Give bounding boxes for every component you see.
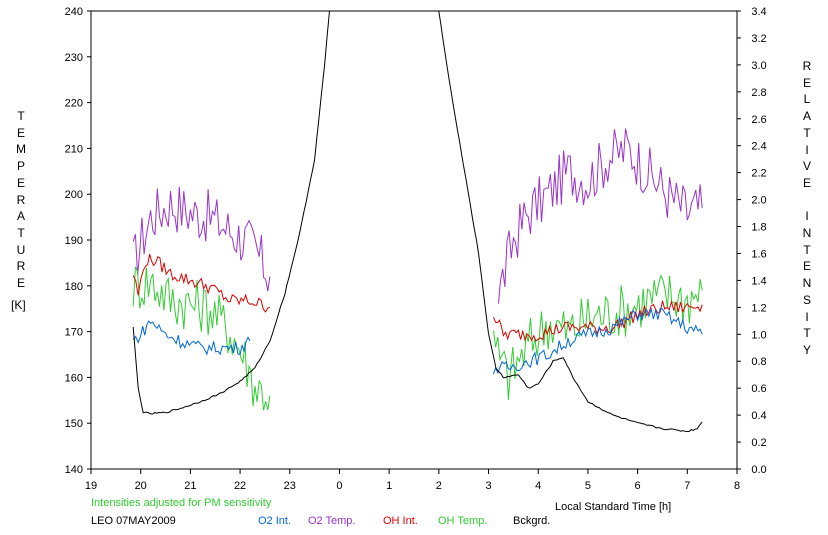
y-right-tick-label: 2.6 — [751, 114, 766, 126]
axis-letter: T — [803, 125, 811, 140]
axis-letter: V — [802, 159, 811, 174]
axis-letter: A — [16, 209, 25, 224]
y-left-tick-label: 160 — [65, 372, 83, 384]
axis-letter — [797, 192, 817, 209]
series-line-o2-int--1 — [493, 307, 703, 375]
series-line-oh-temp--1 — [493, 274, 703, 400]
legend-o2-temp: O2 Temp. — [308, 515, 356, 527]
axis-layer: 1401501601701801902002102202302400.00.20… — [65, 6, 767, 492]
x-axis-label: Local Standard Time [h] — [555, 501, 672, 513]
station-date: LEO 07MAY2009 — [91, 515, 176, 527]
y-left-tick-label: 190 — [65, 235, 83, 247]
x-tick-label: 20 — [135, 480, 147, 492]
y-right-tick-label: 1.8 — [751, 222, 766, 234]
series-line-oh-int--0 — [132, 253, 271, 313]
axis-letter: P — [16, 159, 25, 174]
y-right-tick-label: 0.4 — [751, 410, 766, 422]
axis-letter: N — [802, 276, 812, 291]
y-left-tick-label: 170 — [65, 327, 83, 339]
y-right-tick-label: 0.8 — [751, 356, 766, 368]
y-right-tick-label: 0.0 — [751, 464, 766, 476]
y-left-tick-label: 210 — [65, 143, 83, 155]
legend-o2-int: O2 Int. — [258, 515, 292, 527]
axis-letter: R — [802, 59, 812, 73]
y-left-tick-label: 140 — [65, 464, 83, 476]
y-left-tick-label: 240 — [65, 6, 83, 18]
series-line-o2-temp--1 — [498, 128, 703, 304]
sensitivity-note: Intensities adjusted for PM sensitivity — [91, 497, 272, 509]
y-left-tick-label: 230 — [65, 52, 83, 64]
series-line-o2-temp--0 — [132, 186, 271, 292]
series-line-bckgrd--1 — [438, 11, 703, 433]
axis-letter: T — [17, 109, 25, 123]
x-tick-label: 6 — [635, 480, 641, 492]
x-tick-label: 3 — [485, 480, 491, 492]
y-right-tick-label: 2.0 — [751, 195, 766, 207]
x-tick-label: 23 — [284, 480, 296, 492]
series-line-o2-int--0 — [132, 320, 251, 356]
axis-letter: L — [803, 92, 811, 107]
series-layer — [132, 11, 703, 433]
y-right-tick-label: 0.2 — [751, 437, 766, 449]
axis-letter: E — [802, 259, 811, 274]
axis-letter: E — [802, 175, 811, 190]
series-line-oh-temp--0 — [132, 266, 271, 411]
y-right-tick-label: 1.0 — [751, 329, 766, 341]
x-tick-label: 5 — [585, 480, 591, 492]
axis-letter: E — [16, 125, 25, 140]
axis-letter: T — [803, 242, 811, 257]
legend-oh-int: OH Int. — [383, 515, 418, 527]
axis-letter: N — [802, 226, 812, 241]
legend-oh-temp: OH Temp. — [438, 515, 488, 527]
y-right-tick-label: 2.4 — [751, 141, 766, 153]
x-tick-label: 1 — [386, 480, 392, 492]
y-right-tick-label: 3.4 — [751, 6, 766, 18]
x-tick-label: 21 — [184, 480, 196, 492]
axis-letter: S — [802, 292, 811, 307]
axis-letter: E — [16, 276, 25, 291]
axis-letter: T — [803, 326, 811, 341]
axis-letter: E — [802, 75, 811, 90]
x-tick-label: 7 — [684, 480, 690, 492]
y-right-tick-label: 3.2 — [751, 33, 766, 45]
x-tick-label: 2 — [436, 480, 442, 492]
axis-letter: Y — [802, 342, 811, 357]
x-tick-label: 0 — [336, 480, 342, 492]
legend-bckgrd: Bckgrd. — [513, 515, 551, 527]
y-right-tick-label: 0.6 — [751, 383, 766, 395]
y-left-tick-label: 150 — [65, 418, 83, 430]
y-right-tick-label: 1.2 — [751, 302, 766, 314]
x-tick-label: 19 — [85, 480, 97, 492]
y-right-tick-label: 1.4 — [751, 275, 766, 287]
y-right-tick-label: 3.0 — [751, 60, 766, 72]
axis-letter: R — [16, 259, 26, 274]
axis-letter: E — [16, 175, 25, 190]
axis-letter: T — [17, 225, 25, 240]
x-tick-label: 22 — [234, 480, 246, 492]
axis-letter: U — [16, 242, 26, 257]
axis-letter: I — [805, 309, 809, 324]
x-tick-label: 8 — [734, 480, 740, 492]
y-right-tick-label: 1.6 — [751, 248, 766, 260]
axis-letter: I — [805, 209, 809, 224]
y-right-tick-label: 2.8 — [751, 87, 766, 99]
axis-letter: I — [805, 142, 809, 157]
x-tick-label: 4 — [535, 480, 541, 492]
axis-letter: A — [802, 109, 811, 124]
axis-letter: R — [16, 192, 26, 207]
axis-letter: M — [16, 142, 26, 157]
y-axis-left-unit: [K] — [11, 298, 26, 312]
y-left-tick-label: 220 — [65, 98, 83, 110]
series-line-oh-int--1 — [493, 299, 703, 342]
y-right-tick-label: 2.2 — [751, 168, 766, 180]
series-line-bckgrd--0 — [132, 11, 330, 415]
y-left-tick-label: 200 — [65, 189, 83, 201]
y-left-tick-label: 180 — [65, 281, 83, 293]
